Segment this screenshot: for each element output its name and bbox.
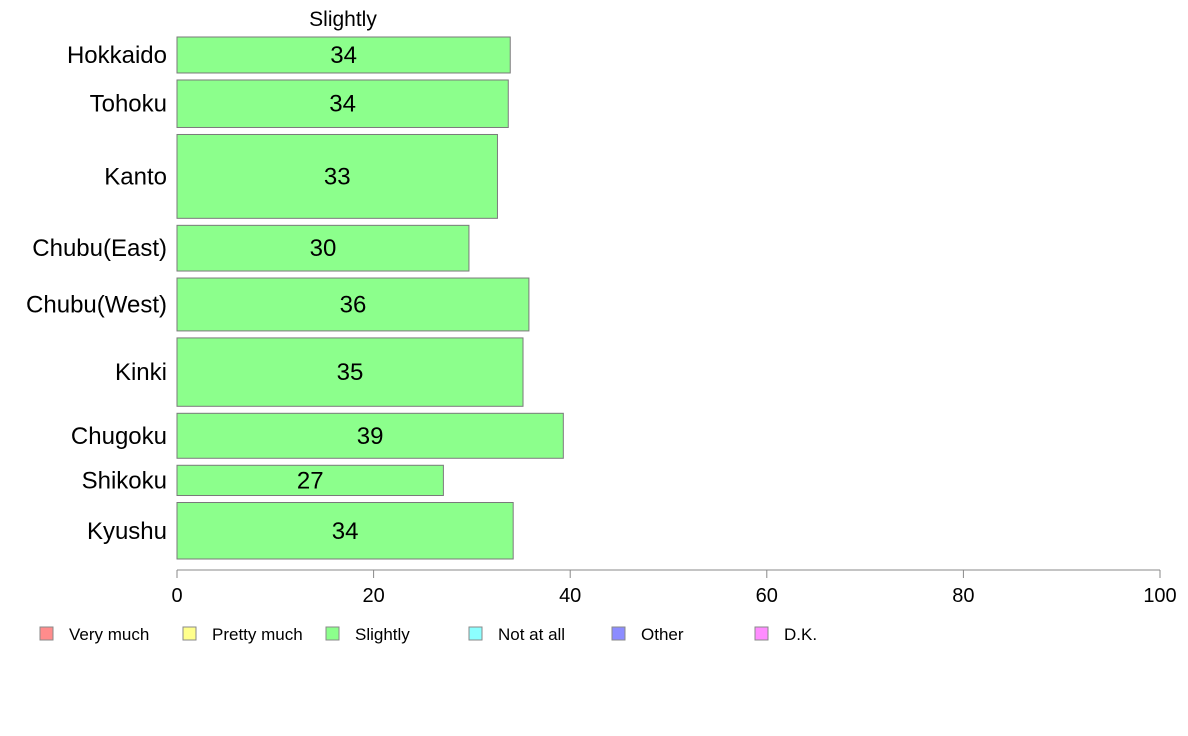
legend-label: Very much — [69, 625, 149, 644]
bar-shikoku — [176, 464, 444, 497]
column-header-label: Slightly — [309, 8, 377, 31]
bar-value-label: 36 — [340, 291, 367, 318]
legend-label: Pretty much — [212, 625, 303, 644]
bar-hokkaido — [176, 36, 511, 74]
bar-kanto — [176, 133, 498, 219]
bar-kinki — [176, 337, 524, 407]
bar-kyushu — [176, 502, 514, 560]
legend-swatch — [754, 626, 769, 641]
bar-value-label: 30 — [310, 235, 337, 262]
category-label: Chubu(West) — [26, 291, 167, 318]
x-tick-label: 0 — [171, 585, 182, 607]
bars-group: 34 Hokkaido 34 Tohoku 33 Kanto 30 Chubu(East) 36… — [26, 36, 564, 560]
legend-label: D.K. — [784, 625, 817, 644]
category-label: Chubu(East) — [32, 235, 167, 262]
legend-swatch — [39, 626, 54, 641]
legend-label: Other — [641, 625, 684, 644]
bar-value-label: 34 — [332, 518, 359, 545]
bar-tohoku — [176, 79, 509, 128]
category-label: Kanto — [104, 163, 167, 190]
x-tick-label: 100 — [1143, 585, 1176, 607]
legend-label: Not at all — [498, 625, 565, 644]
legend-swatch — [182, 626, 197, 641]
bar-chugoku — [176, 412, 564, 459]
bar-value-label: 39 — [357, 423, 384, 450]
x-tick-label: 60 — [756, 585, 778, 607]
bar-value-label: 35 — [337, 359, 364, 386]
category-label: Chugoku — [71, 423, 167, 450]
category-label: Shikoku — [82, 467, 167, 494]
x-tick-label: 40 — [559, 585, 581, 607]
legend-swatch — [611, 626, 626, 641]
bar-chubu-west- — [176, 277, 530, 332]
bar-value-label: 33 — [324, 163, 351, 190]
bar-value-label: 27 — [297, 467, 324, 494]
legend-swatch — [325, 626, 340, 641]
bar-value-label: 34 — [329, 91, 356, 118]
category-label: Tohoku — [90, 91, 167, 118]
legend-label: Slightly — [355, 625, 410, 644]
category-label: Hokkaido — [67, 42, 167, 69]
bar-value-label: 34 — [330, 42, 357, 69]
x-tick-label: 20 — [362, 585, 384, 607]
category-label: Kyushu — [87, 518, 167, 545]
legend: Very much Pretty much Slightly Not at all Ot… — [39, 625, 817, 644]
x-tick-label: 80 — [952, 585, 974, 607]
category-label: Kinki — [115, 359, 167, 386]
legend-swatch — [468, 626, 483, 641]
x-axis: 0 20 40 60 80 100 — [171, 569, 1177, 607]
bar-chubu-east- — [176, 224, 470, 272]
